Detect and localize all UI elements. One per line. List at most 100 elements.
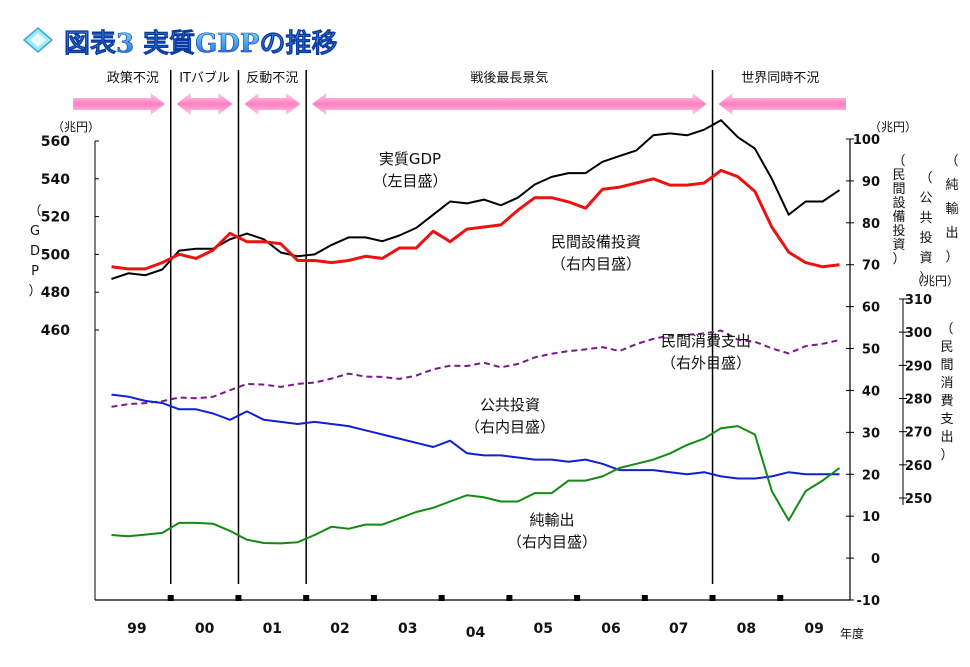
series-line-capex — [111, 168, 840, 271]
left-tick-label: 540 — [41, 172, 70, 188]
annotation-sub-consumption: （右外目盛） — [661, 354, 751, 372]
right-inner-axis-label-char: （ — [892, 154, 905, 169]
right-outer-axis-label-char: 消 — [940, 376, 953, 391]
period-label: 戦後最長景気 — [470, 70, 548, 86]
x-year-marker — [641, 595, 648, 601]
right-inner-tick-label: 10 — [862, 510, 880, 525]
period-bands: 政策不況 ITバブル 反動不況 戦後最長景気 世界同時不況 — [73, 70, 846, 584]
left-tick-label: 500 — [41, 247, 70, 263]
left-axis-label-char: ） — [28, 284, 41, 299]
right-outer-axis-label-char: ） — [940, 448, 953, 463]
x-tick-label: 00 — [195, 621, 215, 637]
right-inner-axis-unit: （兆円） — [869, 120, 917, 134]
left-tick-label: 520 — [41, 210, 70, 226]
annotation-consumption: 民間消費支出 — [661, 332, 751, 350]
right-outer-axis-label-char: （ — [940, 322, 953, 337]
x-year-marker — [370, 595, 377, 601]
annotation-capex: 民間設備投資 — [551, 233, 641, 251]
x-year-marker — [709, 595, 716, 601]
x-tick-label: 01 — [263, 621, 282, 637]
right-inner-tick-label: 70 — [862, 259, 880, 274]
right-inner-tick-label: 30 — [862, 426, 880, 441]
right-inner-axis-label-char: 備 — [892, 209, 905, 225]
right-outer-axis-label-char: 支 — [940, 412, 953, 427]
right-inner-axis-label-char: ） — [892, 252, 905, 267]
right-inner-axis-label-char: （ — [919, 171, 932, 186]
x-tick-label: 07 — [669, 621, 688, 637]
axes: 460480500520540560（兆円）（GDP）-100102030405… — [28, 120, 959, 641]
period-label: ITバブル — [179, 70, 230, 86]
left-tick-label: 560 — [41, 134, 70, 150]
right-inner-axis-label-char: 資 — [892, 238, 905, 253]
right-inner-axis-label-char: 輸 — [945, 202, 958, 217]
right-inner-tick-label: 50 — [862, 343, 880, 358]
right-inner-tick-label: 80 — [862, 217, 880, 232]
series-lines — [111, 119, 841, 545]
right-inner-tick-label: 100 — [853, 133, 880, 148]
x-tick-label: 04 — [466, 625, 486, 641]
right-outer-axis-unit: （兆円） — [911, 274, 959, 288]
right-outer-axis-label-char: 出 — [940, 430, 953, 445]
x-tick-label: 03 — [398, 621, 417, 637]
period-arrow — [73, 93, 165, 115]
left-tick-label: 480 — [41, 285, 70, 301]
right-inner-axis-label-char: （ — [945, 154, 958, 169]
left-tick-label: 460 — [41, 323, 70, 339]
x-year-marker — [438, 595, 445, 601]
left-axis-label-char: G — [30, 224, 40, 239]
right-inner-axis-label-char: 資 — [919, 251, 932, 266]
right-outer-tick-label: 300 — [905, 326, 932, 341]
left-axis-unit: （兆円） — [52, 120, 100, 134]
annotation-netexports: 純輸出 — [529, 511, 574, 529]
right-outer-axis-label-char: 間 — [940, 358, 953, 373]
period-label: 政策不況 — [107, 70, 159, 86]
title-block: 図表3 実質GDPの推移 — [22, 27, 338, 59]
x-tick-label: 99 — [127, 621, 146, 637]
period-arrow — [176, 93, 233, 115]
right-inner-tick-label: 40 — [862, 384, 880, 399]
right-inner-tick-label: 60 — [862, 301, 880, 316]
series-line-public — [111, 393, 840, 480]
series-line-netexports — [111, 425, 841, 545]
annotation-sub-capex: （右内目盛） — [551, 255, 641, 273]
x-year-marker — [235, 595, 242, 601]
x-year-marker — [303, 595, 310, 601]
x-tick-label: 08 — [737, 621, 756, 637]
right-outer-axis-label-char: 民 — [940, 340, 953, 355]
right-inner-axis-label-char: 出 — [945, 226, 958, 241]
right-inner-axis-label-char: ） — [945, 250, 958, 265]
left-axis-label-char: D — [30, 244, 40, 259]
right-inner-axis-label-char: 投 — [919, 230, 932, 246]
period-label: 反動不況 — [246, 71, 298, 86]
right-inner-axis-label-char: 公 — [919, 191, 932, 206]
chart-title: 図表3 実質GDPの推移 — [64, 28, 337, 59]
left-axis-label-char: （ — [28, 204, 41, 219]
annotation-sub-netexports: （右内目盛） — [507, 533, 597, 551]
right-outer-tick-label: 280 — [905, 393, 932, 408]
right-inner-tick-label: 0 — [871, 552, 880, 567]
right-inner-axis-label-char: ） — [919, 271, 932, 286]
x-year-marker — [777, 595, 784, 601]
annotations: 実質GDP （左目盛） 民間設備投資 （右内目盛） 民間消費支出 （右外目盛） 公共投資 （右… — [372, 150, 751, 551]
x-axis-unit: 年度 — [840, 626, 864, 641]
right-outer-tick-label: 250 — [905, 492, 932, 507]
right-outer-tick-label: 260 — [905, 459, 932, 474]
period-arrow — [718, 93, 846, 115]
right-outer-axis-label-char: 費 — [940, 394, 953, 409]
right-outer-tick-label: 310 — [905, 293, 932, 308]
annotation-sub-gdp: （左目盛） — [372, 172, 447, 190]
series-line-gdp — [111, 119, 841, 280]
right-inner-axis-label-char: 設 — [892, 195, 905, 211]
annotation-gdp: 実質GDP — [379, 150, 441, 168]
period-arrow — [244, 93, 301, 115]
right-inner-axis-label-char: 間 — [892, 182, 905, 197]
right-inner-tick-label: 20 — [862, 468, 880, 483]
right-inner-tick-label: 90 — [862, 175, 880, 190]
annotation-public: 公共投資 — [480, 396, 540, 414]
x-tick-label: 06 — [601, 621, 620, 637]
right-inner-axis-label-char: 投 — [892, 223, 905, 239]
right-outer-tick-label: 270 — [905, 426, 932, 441]
right-inner-axis-label-char: 民 — [892, 168, 905, 183]
left-axis-label-char: P — [31, 264, 39, 279]
